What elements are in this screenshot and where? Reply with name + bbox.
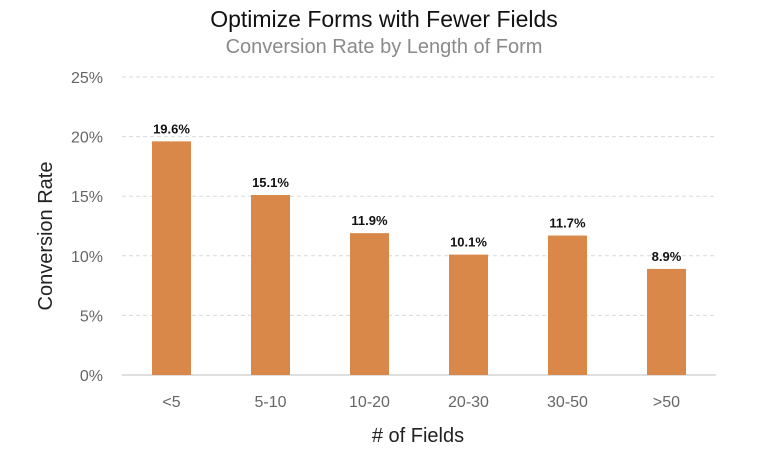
chart-title: Optimize Forms with Fewer Fields <box>210 6 558 32</box>
bar <box>251 195 290 375</box>
chart-subtitle: Conversion Rate by Length of Form <box>225 36 543 58</box>
y-tick-label: 15% <box>71 189 103 206</box>
x-tick-label: 20-30 <box>448 394 489 411</box>
x-tick-label: 30-50 <box>547 394 588 411</box>
y-tick-label: 20% <box>71 130 103 147</box>
data-label: 15.1% <box>252 175 289 190</box>
bar <box>548 235 587 375</box>
data-label: 10.1% <box>450 235 487 250</box>
x-axis-title: # of Fields <box>372 425 464 447</box>
bars <box>152 141 686 375</box>
data-labels: 19.6% 15.1% 11.9% 10.1% 11.7% 8.9% <box>153 121 682 264</box>
data-label: 11.9% <box>351 213 388 228</box>
x-tick-label: 10-20 <box>349 394 390 411</box>
y-tick-label: 10% <box>71 249 103 266</box>
data-label: 19.6% <box>153 121 190 136</box>
x-tick-label: <5 <box>162 394 180 411</box>
bar <box>647 268 686 375</box>
bar <box>152 141 191 375</box>
x-tick-label: 5-10 <box>254 394 286 411</box>
y-axis-title: Conversion Rate <box>35 162 57 311</box>
data-label: 8.9% <box>652 249 682 264</box>
y-tick-label: 25% <box>71 70 103 87</box>
bar <box>449 254 488 375</box>
x-tick-label: >50 <box>653 394 680 411</box>
gridlines <box>122 76 716 376</box>
bar <box>350 233 389 375</box>
data-label: 11.7% <box>549 216 586 231</box>
y-axis-ticks: 0% 5% 10% 15% 20% 25% <box>71 70 103 385</box>
x-axis-ticks: <5 5-10 10-20 20-30 30-50 >50 <box>162 394 680 411</box>
y-tick-label: 5% <box>80 308 103 325</box>
y-tick-label: 0% <box>80 368 103 385</box>
